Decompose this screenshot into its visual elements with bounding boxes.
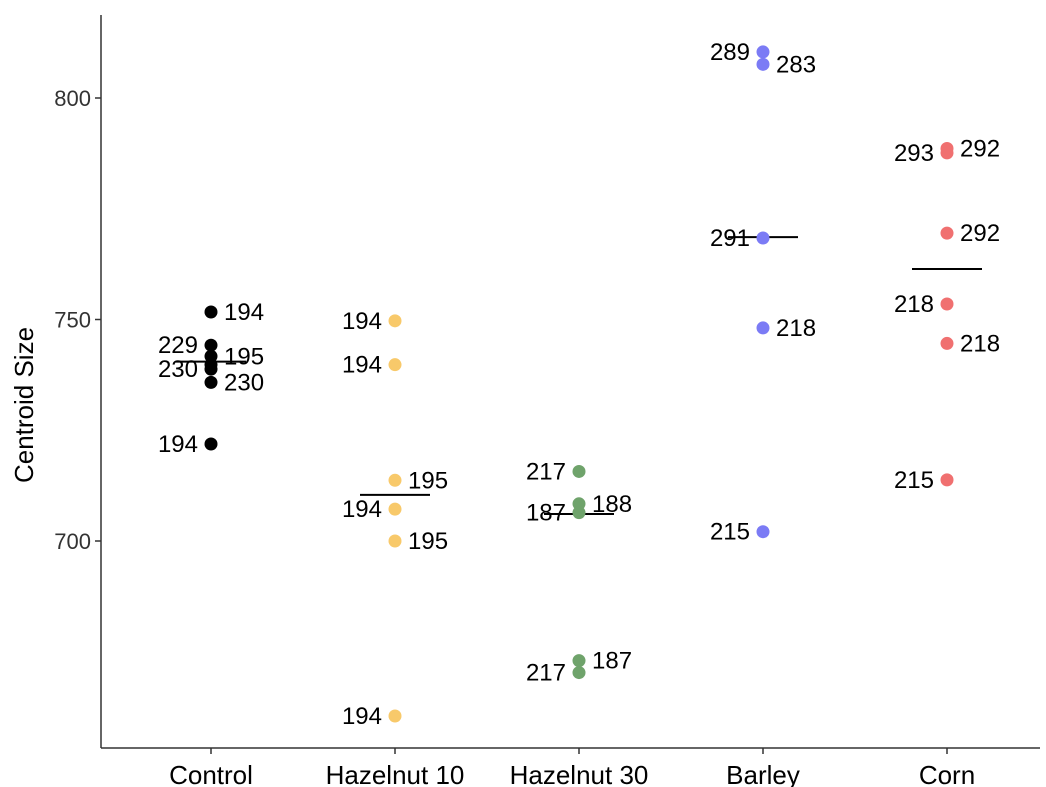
data-point bbox=[756, 231, 770, 245]
point-label: 229 bbox=[158, 332, 198, 359]
y-axis-ticks: 700 750 800 bbox=[54, 86, 101, 554]
point-label: 194 bbox=[342, 308, 382, 335]
y-tick-label: 700 bbox=[54, 529, 91, 554]
data-point bbox=[940, 336, 954, 350]
data-point bbox=[756, 321, 770, 335]
point-label: 187 bbox=[592, 648, 632, 675]
data-point bbox=[756, 45, 770, 59]
x-tick-label: Control bbox=[169, 760, 253, 787]
point-label: 194 bbox=[158, 431, 198, 458]
point-label: 195 bbox=[224, 343, 264, 370]
point-label: 293 bbox=[894, 140, 934, 167]
point-label: 187 bbox=[526, 500, 566, 527]
data-points bbox=[204, 45, 954, 723]
data-point bbox=[204, 437, 218, 451]
x-axis-ticks: Control Hazelnut 10 Hazelnut 30 Barley Corn bbox=[169, 748, 975, 787]
data-point bbox=[940, 297, 954, 311]
point-label: 215 bbox=[894, 467, 934, 494]
data-point bbox=[572, 464, 586, 478]
y-axis-label: Centroid Size bbox=[9, 327, 39, 483]
point-label: 283 bbox=[776, 51, 816, 78]
point-label: 195 bbox=[408, 467, 448, 494]
point-label: 292 bbox=[960, 136, 1000, 163]
data-point bbox=[204, 362, 218, 376]
x-tick-label: Corn bbox=[919, 760, 975, 787]
point-label: 218 bbox=[894, 291, 934, 318]
data-point bbox=[756, 525, 770, 539]
data-point bbox=[388, 709, 402, 723]
data-point bbox=[756, 57, 770, 71]
data-point bbox=[940, 226, 954, 240]
data-point bbox=[572, 654, 586, 668]
data-point bbox=[388, 314, 402, 328]
point-label: 218 bbox=[960, 330, 1000, 357]
point-label: 195 bbox=[408, 528, 448, 555]
point-label: 217 bbox=[526, 458, 566, 485]
data-point bbox=[204, 338, 218, 352]
x-tick-label: Barley bbox=[726, 760, 800, 787]
x-tick-label: Hazelnut 30 bbox=[510, 760, 649, 787]
y-tick-label: 750 bbox=[54, 308, 91, 333]
point-label: 194 bbox=[224, 299, 264, 326]
data-point bbox=[388, 502, 402, 516]
data-point bbox=[940, 473, 954, 487]
data-point bbox=[940, 146, 954, 160]
data-point bbox=[388, 473, 402, 487]
data-point bbox=[388, 358, 402, 372]
x-tick-label: Hazelnut 10 bbox=[326, 760, 465, 787]
axes bbox=[100, 15, 1040, 749]
data-point bbox=[572, 666, 586, 680]
data-point bbox=[204, 375, 218, 389]
y-tick-label: 800 bbox=[54, 86, 91, 111]
point-label: 291 bbox=[710, 225, 750, 252]
data-point bbox=[572, 506, 586, 520]
point-label: 230 bbox=[158, 356, 198, 383]
point-label: 194 bbox=[342, 352, 382, 379]
point-label: 230 bbox=[224, 369, 264, 396]
data-point bbox=[388, 534, 402, 548]
point-label: 289 bbox=[710, 39, 750, 66]
point-label: 188 bbox=[592, 491, 632, 518]
point-label: 218 bbox=[776, 315, 816, 342]
data-point bbox=[204, 305, 218, 319]
point-label: 292 bbox=[960, 220, 1000, 247]
point-label: 194 bbox=[342, 703, 382, 730]
point-label: 215 bbox=[710, 519, 750, 546]
point-label: 194 bbox=[342, 496, 382, 523]
point-label: 217 bbox=[526, 660, 566, 687]
